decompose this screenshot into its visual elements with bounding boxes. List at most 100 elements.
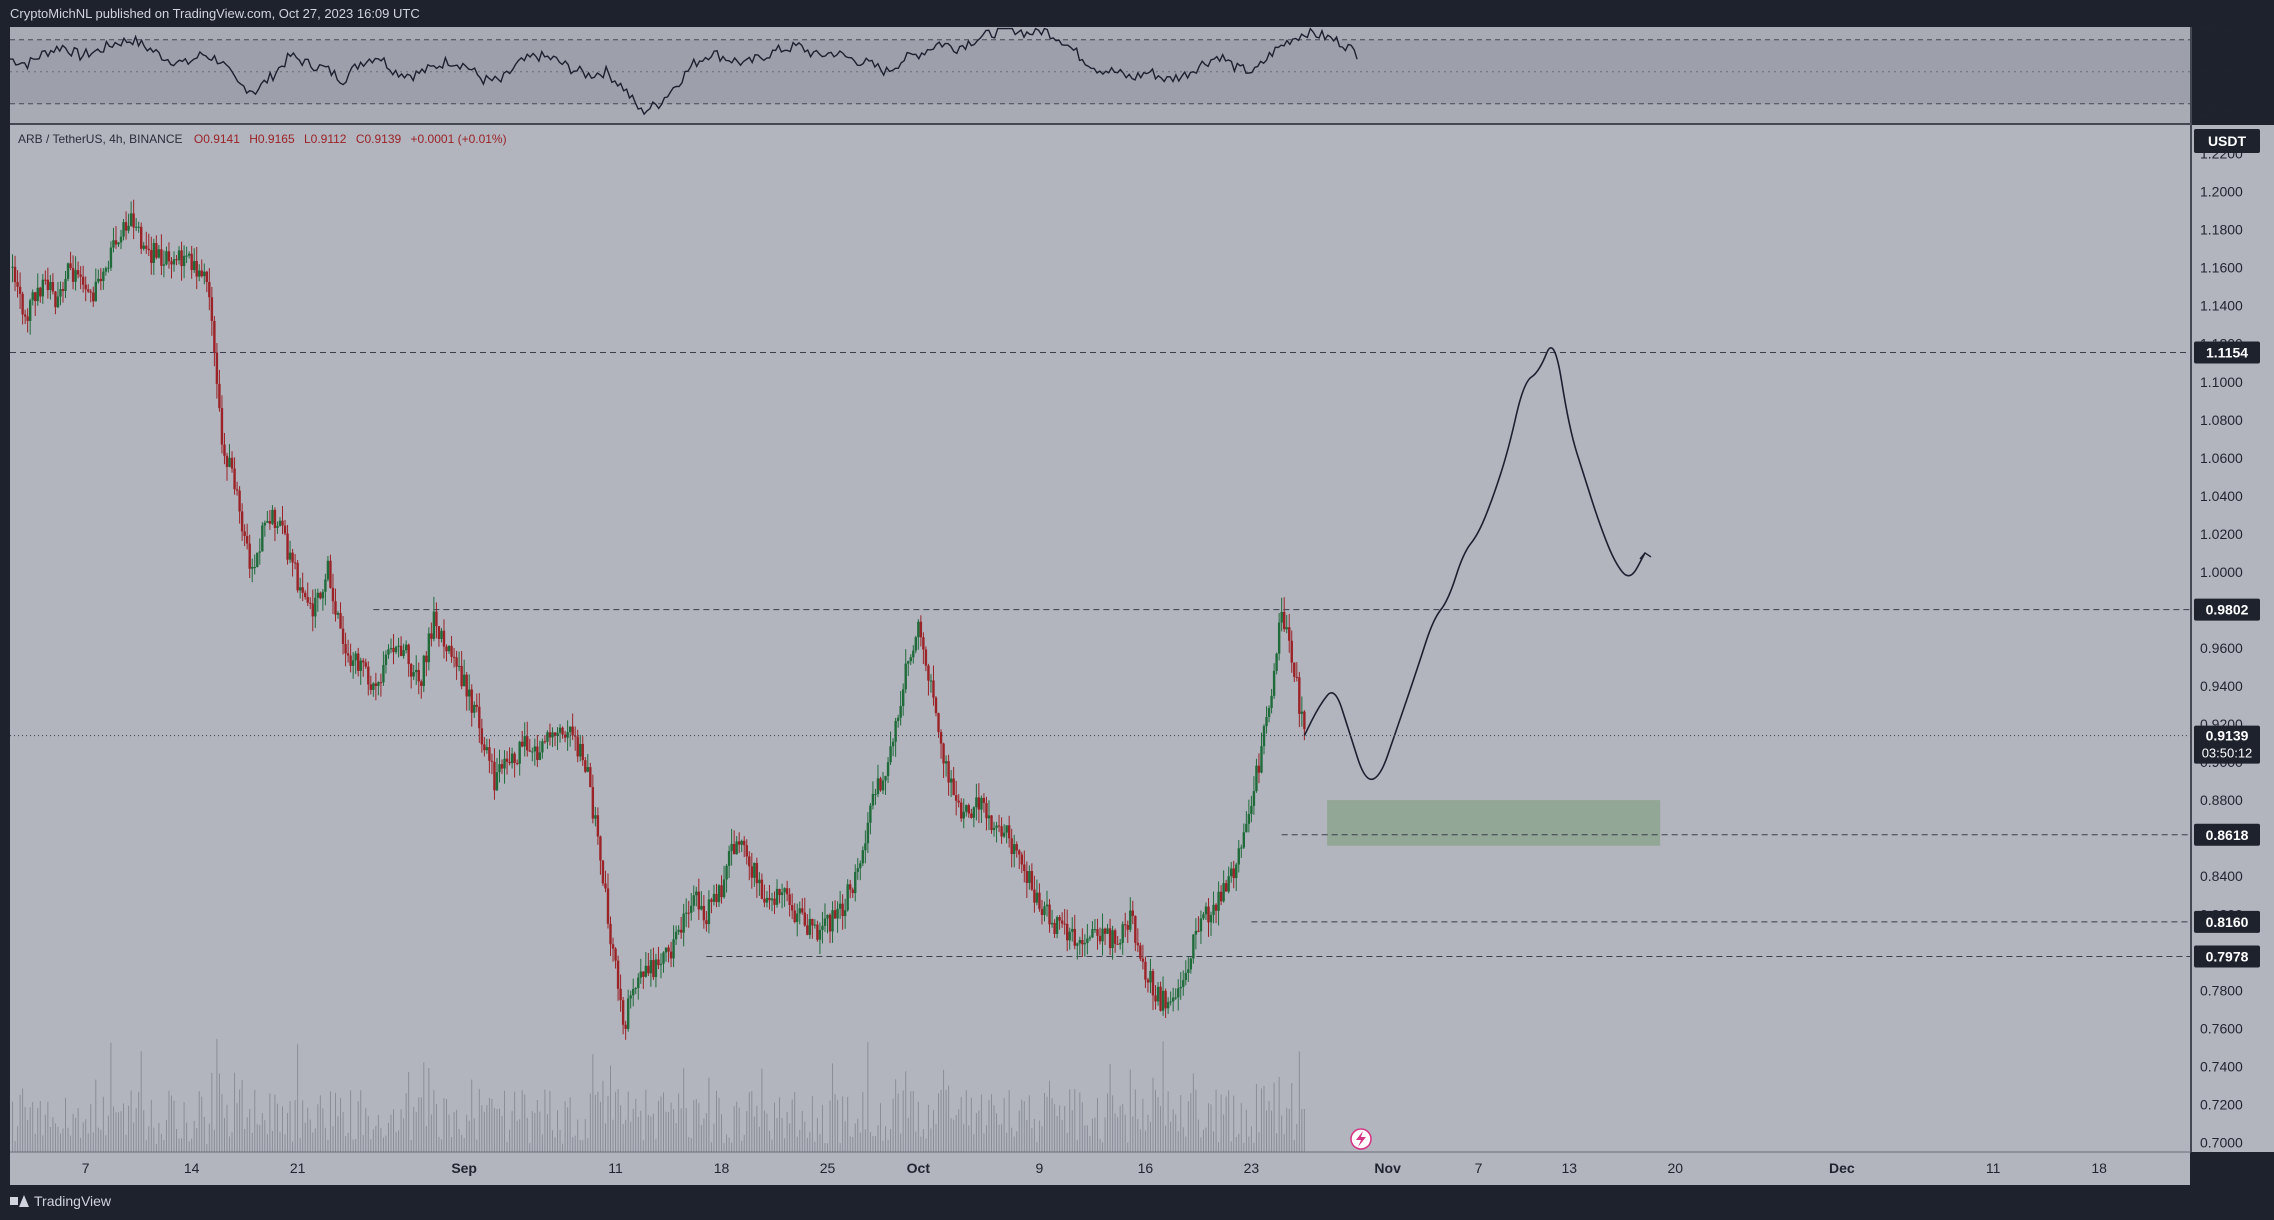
candle-body [1093, 929, 1097, 931]
candle-body [331, 587, 335, 602]
candle-body [1285, 627, 1288, 630]
candle-body [727, 851, 731, 866]
candle-body [1154, 995, 1157, 1002]
candle-body [553, 732, 557, 736]
candle-body [843, 910, 847, 917]
candle-body [1048, 904, 1051, 925]
candle-body [84, 284, 87, 290]
candle-body [611, 944, 615, 949]
candle-body [478, 706, 481, 729]
lightning-icon[interactable] [1350, 1128, 1372, 1150]
candle-body [109, 247, 113, 268]
tradingview-logo[interactable]: TradingView [10, 1193, 111, 1209]
candle-body [51, 281, 55, 292]
candle-body [16, 282, 19, 287]
candle-body [213, 320, 216, 353]
candle-body [387, 649, 390, 655]
candle-body [326, 560, 330, 580]
candle-body [1187, 969, 1190, 973]
candle-body [1030, 871, 1034, 890]
candle-body [753, 862, 756, 878]
candle-body [490, 760, 494, 762]
candle-body [468, 689, 471, 697]
candle-body [1113, 930, 1117, 944]
candle-body [215, 352, 219, 384]
candle-body [717, 885, 721, 903]
price-tick-label: 1.0800 [2200, 412, 2243, 428]
candle-body [203, 271, 206, 277]
candle-body [780, 892, 784, 896]
candle-body [838, 903, 842, 909]
candle-body [1293, 662, 1296, 677]
candle-body [150, 250, 153, 263]
candle-body [586, 767, 590, 772]
candle-body [1166, 1002, 1170, 1009]
candle-body [515, 762, 519, 764]
candle-body [251, 567, 254, 569]
price-tick-label: 0.7400 [2200, 1058, 2243, 1074]
candle-body [1209, 914, 1213, 923]
candle-body [425, 655, 428, 663]
candle-body [99, 278, 103, 282]
candle-body [54, 291, 57, 308]
candle-body [1131, 910, 1135, 916]
candle-body [1050, 922, 1054, 925]
candle-body [61, 289, 65, 292]
candle-body [281, 520, 284, 526]
candle-body [450, 645, 453, 657]
candle-body [520, 741, 524, 747]
candle-body [369, 684, 373, 690]
candle-body [869, 805, 872, 823]
candle-body [833, 910, 837, 919]
candle-body [1098, 935, 1102, 942]
candle-body [664, 947, 668, 953]
oscillator-pane: 75.00 50.00 25.00 [10, 24, 2235, 123]
candle-body [980, 797, 983, 810]
candle-body [856, 868, 859, 872]
candle-body [190, 253, 193, 271]
candle-body [743, 840, 746, 846]
price-axis[interactable]: 1.22001.20001.18001.16001.14001.12001.10… [2190, 27, 2274, 1152]
candle-body [859, 863, 862, 869]
candle-body [268, 521, 272, 524]
candle-body [889, 746, 892, 763]
candle-body [1247, 814, 1251, 824]
chart-canvas[interactable]: 75.00 50.00 25.00 ARB / TetherUS, 4h, BINA… [0, 0, 2274, 1185]
candle-body [573, 735, 577, 737]
target-zone[interactable] [1327, 800, 1661, 846]
candle-body [475, 704, 478, 707]
candle-body [283, 525, 287, 534]
time-axis[interactable]: 7 14 21 Sep 11 18 25 Oct 9 16 23 Nov 7 13 20 Dec 11 18 [10, 1151, 2191, 1185]
candle-body [415, 669, 418, 673]
candle-body [382, 664, 385, 683]
candle-body [177, 250, 181, 261]
candle-body [1192, 934, 1195, 959]
candle-body [420, 681, 423, 686]
candle-body [874, 794, 877, 796]
candle-body [702, 905, 706, 921]
candle-body [952, 778, 955, 796]
level-tag-label: 0.8618 [2206, 827, 2249, 843]
candle-body [629, 995, 632, 999]
candle-body [740, 840, 743, 845]
time-tick-label: 11 [1986, 1160, 2001, 1176]
price-tick-label: 1.0600 [2200, 450, 2243, 466]
candle-body [1214, 904, 1218, 911]
candle-body [932, 680, 935, 698]
candle-body [793, 910, 796, 922]
candle-body [1230, 868, 1233, 877]
candle-body [94, 281, 97, 302]
candle-body [278, 520, 282, 526]
legend-low: L0.9112 [304, 132, 347, 146]
candle-body [44, 279, 47, 281]
candle-body [76, 270, 80, 275]
candle-body [319, 592, 322, 599]
currency-tag[interactable]: USDT [2194, 129, 2260, 153]
candle-body [200, 270, 203, 277]
level-tag-label: 0.8160 [2206, 914, 2249, 930]
candle-body [884, 776, 887, 781]
time-tick-label: 18 [2091, 1160, 2107, 1176]
candle-body [445, 646, 448, 652]
candle-body [210, 297, 214, 321]
candle-body [821, 925, 824, 930]
